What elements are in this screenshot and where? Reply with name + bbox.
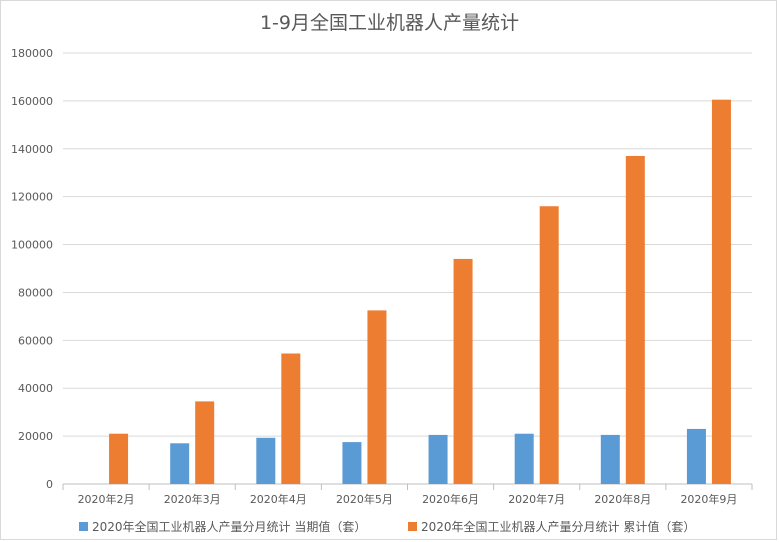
x-tick-label: 2020年3月 xyxy=(164,492,221,506)
y-tick-label: 60000 xyxy=(18,334,53,347)
y-tick-label: 140000 xyxy=(11,143,53,156)
legend-swatch-current xyxy=(79,522,88,531)
y-tick-label: 20000 xyxy=(18,430,53,443)
legend-swatch-cumulative xyxy=(408,522,417,531)
bar-current xyxy=(342,442,362,484)
bar-cumulative xyxy=(367,310,387,484)
bar-current xyxy=(170,443,190,484)
x-tick-label: 2020年4月 xyxy=(250,492,307,506)
bar-current xyxy=(514,433,534,484)
x-tick-label: 2020年6月 xyxy=(422,492,479,506)
bar-cumulative xyxy=(195,401,215,484)
chart-title: 1-9月全国工业机器人产量统计 xyxy=(259,12,520,34)
y-tick-label: 100000 xyxy=(11,239,53,252)
bar-cumulative xyxy=(281,353,301,484)
y-tick-label: 180000 xyxy=(11,47,53,60)
y-tick-label: 0 xyxy=(46,478,53,491)
bar-cumulative xyxy=(711,99,731,485)
legend-item-cumulative: 2020年全国工业机器人产量分月统计 累计值（套） xyxy=(408,518,695,535)
bar-current xyxy=(686,428,706,484)
bar-cumulative xyxy=(453,258,473,484)
legend-label-cumulative: 2020年全国工业机器人产量分月统计 累计值（套） xyxy=(421,520,696,534)
x-tick-label: 2020年9月 xyxy=(680,492,737,506)
bar-cumulative xyxy=(109,433,129,484)
y-tick-label: 120000 xyxy=(11,191,53,204)
y-tick-label: 40000 xyxy=(18,382,53,395)
legend-item-current: 2020年全国工业机器人产量分月统计 当期值（套） xyxy=(79,518,366,535)
x-tick-label: 2020年7月 xyxy=(508,492,565,506)
bar-current xyxy=(428,434,448,484)
bar-current xyxy=(600,434,620,484)
x-tick-label: 2020年2月 xyxy=(78,492,135,506)
x-tick-label: 2020年5月 xyxy=(336,492,393,506)
y-tick-label: 160000 xyxy=(11,95,53,108)
bar-current xyxy=(256,437,276,484)
chart-legend: 2020年全国工业机器人产量分月统计 当期值（套） 2020年全国工业机器人产量… xyxy=(0,518,779,538)
x-tick-label: 2020年8月 xyxy=(594,492,651,506)
legend-label-current: 2020年全国工业机器人产量分月统计 当期值（套） xyxy=(92,520,367,534)
bar-cumulative xyxy=(625,155,645,484)
y-tick-label: 80000 xyxy=(18,286,53,299)
bar-cumulative xyxy=(539,206,559,484)
